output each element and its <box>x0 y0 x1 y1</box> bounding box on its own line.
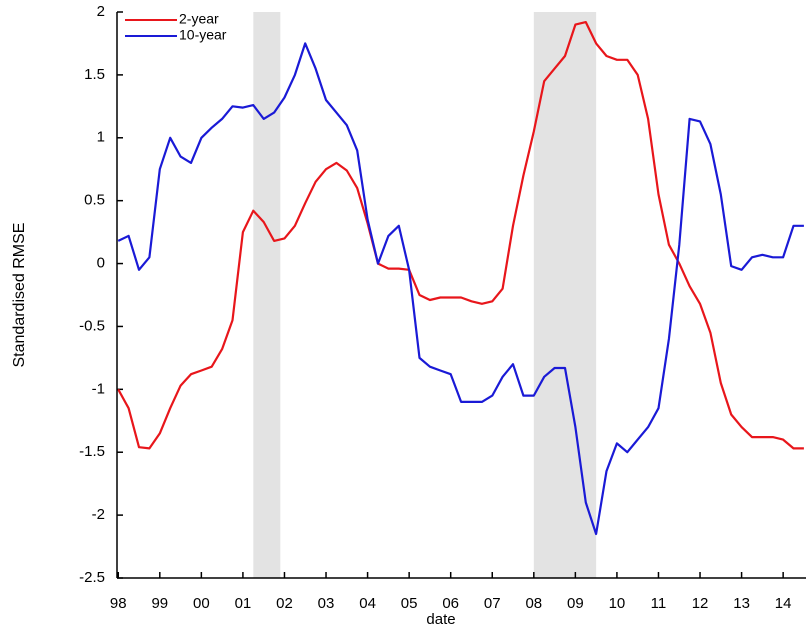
x-tick-label: 08 <box>525 595 542 612</box>
x-tick-label: 00 <box>193 595 210 612</box>
y-tick-label: -0.5 <box>79 317 105 334</box>
series-line <box>117 21 804 450</box>
legend-label: 2-year <box>179 11 219 27</box>
y-tick-label: -2 <box>92 506 105 523</box>
x-tick-label: 02 <box>276 595 293 612</box>
x-tick-label: 01 <box>235 595 252 612</box>
x-tick-label: 11 <box>651 595 667 612</box>
shaded-region <box>253 12 281 578</box>
x-tick-label: 09 <box>567 595 584 612</box>
series-line <box>117 42 804 536</box>
y-tick-label: 1 <box>97 129 105 146</box>
x-tick-label: 03 <box>318 595 335 612</box>
x-tick-label: 05 <box>401 595 418 612</box>
y-tick-label: -1 <box>92 380 105 397</box>
y-tick-label: 0 <box>97 255 105 272</box>
x-tick-label: 14 <box>775 595 792 612</box>
x-tick-label: 04 <box>359 595 376 612</box>
x-tick-label: 99 <box>151 595 168 612</box>
x-tick-label: 07 <box>484 595 501 612</box>
y-axis-label: Standardised RMSE <box>11 223 28 368</box>
y-tick-label: 2 <box>97 3 105 20</box>
shaded-region <box>533 12 597 578</box>
y-tick-label: -2.5 <box>79 569 105 586</box>
y-tick-label: 1.5 <box>84 66 105 83</box>
x-tick-label: 98 <box>110 595 127 612</box>
x-tick-label: 13 <box>733 595 750 612</box>
y-tick-label: 0.5 <box>84 192 105 209</box>
y-tick-label: -1.5 <box>79 443 105 460</box>
x-axis-label: date <box>426 611 455 628</box>
legend-label: 10-year <box>179 27 227 43</box>
x-tick-label: 10 <box>609 595 626 612</box>
x-tick-label: 06 <box>442 595 459 612</box>
x-tick-label: 12 <box>692 595 709 612</box>
